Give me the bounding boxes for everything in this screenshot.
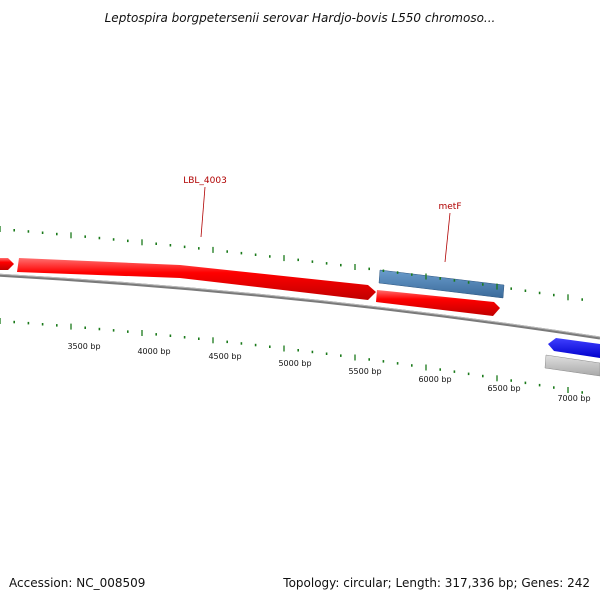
gene-arrow-metf[interactable] xyxy=(376,290,500,316)
bp-label: 4000 bp xyxy=(137,347,170,356)
bp-label: 6500 bp xyxy=(487,384,520,393)
gene-box-grey[interactable] xyxy=(544,354,600,377)
tick-track-upper xyxy=(0,226,584,301)
bp-label: 7000 bp xyxy=(557,394,590,403)
bp-label: 5500 bp xyxy=(348,367,381,376)
bp-label: 5000 bp xyxy=(278,359,311,368)
bp-label: 6000 bp xyxy=(418,375,451,384)
bp-label: 4500 bp xyxy=(208,352,241,361)
genome-summary: Topology: circular; Length: 317,336 bp; … xyxy=(283,576,590,590)
gene-box-blue[interactable] xyxy=(378,269,505,299)
map-title: Leptospira borgpetersenii serovar Hardjo… xyxy=(104,11,496,25)
gene-label-metf: metF xyxy=(438,202,461,212)
tick-track-lower xyxy=(0,318,584,394)
gene-label-lbl-4003: LBL_4003 xyxy=(183,176,227,186)
gene-label-leader-lbl-4003 xyxy=(200,186,206,238)
accession-label: Accession: NC_008509 xyxy=(9,576,146,590)
gene-label-leader-metf xyxy=(444,212,451,263)
bp-label: 3500 bp xyxy=(67,342,100,351)
gene-arrow-reverse[interactable] xyxy=(548,338,600,358)
backbone-track xyxy=(0,273,600,340)
gene-arrow-left-edge[interactable] xyxy=(0,258,14,270)
backbone-track-highlight xyxy=(0,273,600,338)
gene-arrow-lbl-4003[interactable] xyxy=(17,258,376,300)
